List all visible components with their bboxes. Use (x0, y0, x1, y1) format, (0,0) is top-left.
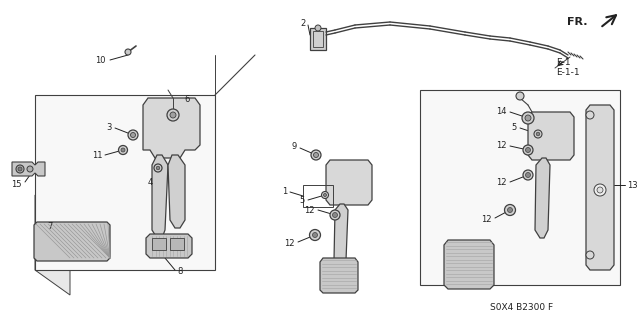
Text: 12: 12 (497, 178, 507, 187)
Polygon shape (152, 155, 168, 238)
Text: 2: 2 (301, 19, 306, 28)
Text: 5: 5 (512, 123, 517, 132)
Polygon shape (586, 105, 614, 270)
Polygon shape (34, 222, 110, 261)
Polygon shape (444, 240, 494, 289)
Polygon shape (334, 204, 348, 268)
Text: 1: 1 (282, 187, 287, 196)
Polygon shape (146, 234, 192, 258)
Circle shape (315, 25, 321, 31)
Bar (170, 238, 184, 250)
Polygon shape (35, 195, 70, 295)
Bar (35, 95, 215, 270)
Circle shape (330, 210, 340, 220)
Circle shape (536, 132, 540, 136)
Bar (313, 31, 323, 47)
Text: E-1: E-1 (556, 58, 571, 67)
Circle shape (311, 150, 321, 160)
Circle shape (323, 194, 326, 196)
Circle shape (156, 166, 160, 170)
Text: 10: 10 (95, 55, 106, 65)
Text: 3: 3 (107, 123, 112, 132)
Circle shape (523, 170, 533, 180)
Text: 11: 11 (93, 150, 103, 159)
Polygon shape (535, 158, 550, 238)
Circle shape (170, 112, 176, 118)
Polygon shape (528, 112, 574, 160)
Circle shape (118, 146, 127, 155)
Circle shape (312, 233, 317, 237)
Circle shape (310, 229, 321, 241)
Circle shape (522, 112, 534, 124)
Text: 12: 12 (481, 214, 492, 223)
Circle shape (504, 204, 515, 215)
Circle shape (534, 130, 542, 138)
Bar (152, 238, 166, 250)
Circle shape (128, 130, 138, 140)
Circle shape (597, 187, 603, 193)
Polygon shape (326, 160, 372, 205)
Circle shape (586, 251, 594, 259)
Circle shape (333, 212, 337, 218)
Circle shape (321, 191, 328, 198)
Circle shape (523, 145, 533, 155)
Text: FR.: FR. (568, 17, 588, 27)
Circle shape (154, 164, 162, 172)
Text: 14: 14 (497, 107, 507, 116)
Circle shape (516, 92, 524, 100)
Text: 12: 12 (305, 205, 315, 214)
Circle shape (508, 207, 513, 212)
Polygon shape (35, 195, 125, 270)
Text: E-1-1: E-1-1 (556, 68, 580, 76)
Text: 6: 6 (184, 94, 189, 103)
Circle shape (314, 153, 319, 157)
Circle shape (525, 115, 531, 121)
Text: 12: 12 (285, 238, 295, 247)
Circle shape (121, 148, 125, 152)
Circle shape (525, 172, 531, 178)
Polygon shape (143, 98, 200, 158)
Circle shape (16, 165, 24, 173)
Text: 4: 4 (148, 178, 153, 187)
Text: 8: 8 (177, 267, 182, 276)
Circle shape (125, 49, 131, 55)
Text: 5: 5 (300, 196, 305, 204)
Polygon shape (12, 162, 45, 176)
Text: 12: 12 (497, 140, 507, 149)
Circle shape (27, 166, 33, 172)
Circle shape (594, 184, 606, 196)
Text: S0X4 B2300 F: S0X4 B2300 F (490, 303, 553, 313)
Polygon shape (168, 155, 185, 228)
Text: 13: 13 (627, 180, 637, 189)
Circle shape (586, 111, 594, 119)
Text: 9: 9 (292, 141, 297, 150)
Bar (420, 90, 620, 285)
Text: 15: 15 (12, 180, 22, 188)
Bar (310, 28, 326, 50)
Text: 7: 7 (47, 221, 53, 230)
Bar (303, 185, 333, 207)
Circle shape (525, 148, 531, 153)
Circle shape (131, 132, 136, 138)
Circle shape (167, 109, 179, 121)
Polygon shape (320, 258, 358, 293)
Circle shape (18, 167, 22, 171)
